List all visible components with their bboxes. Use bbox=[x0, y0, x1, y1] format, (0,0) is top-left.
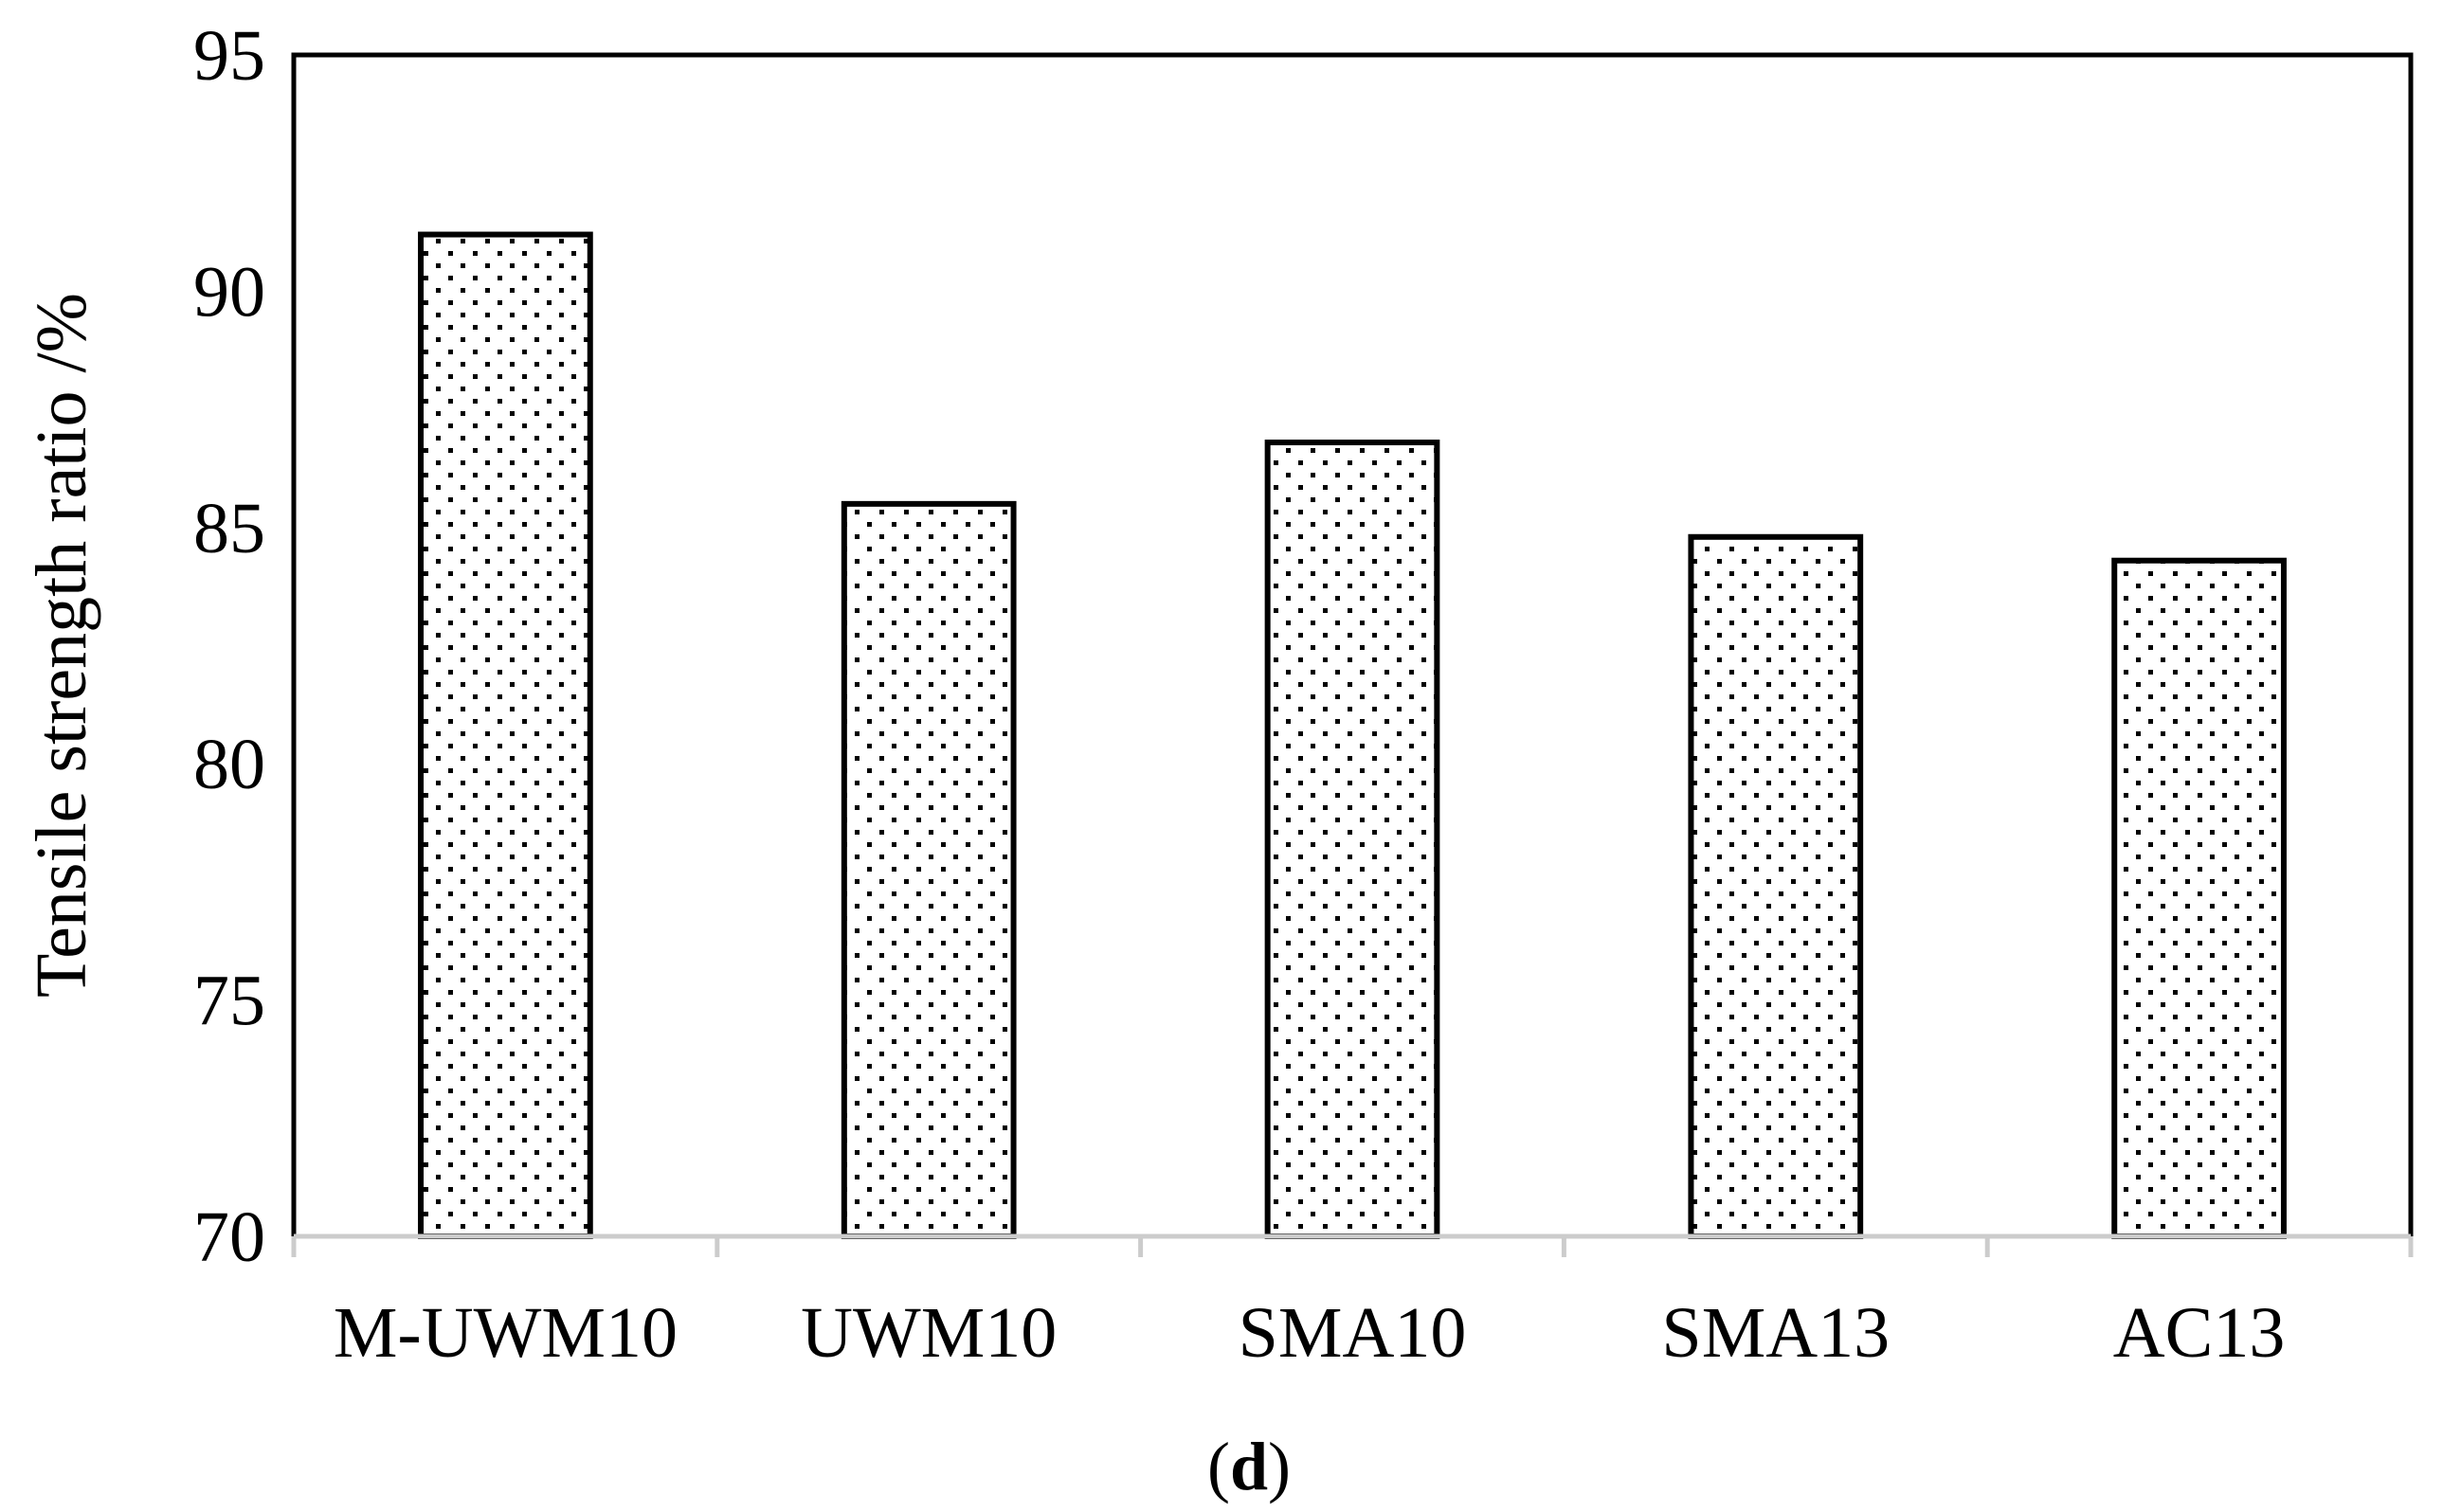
y-tick-label: 85 bbox=[193, 489, 265, 568]
caption-paren-close: ) bbox=[1268, 1429, 1291, 1504]
bars-group bbox=[418, 231, 2287, 1240]
caption-paren-open: ( bbox=[1207, 1429, 1230, 1504]
x-axis-category-labels: M-UWM10 UWM10 SMA10 SMA13 AC13 bbox=[334, 1293, 2286, 1373]
bar bbox=[1264, 440, 1440, 1239]
x-category-label: M-UWM10 bbox=[334, 1293, 678, 1373]
caption-letter: d bbox=[1230, 1429, 1268, 1504]
bar bbox=[841, 500, 1017, 1239]
y-tick-label: 90 bbox=[193, 252, 265, 332]
y-axis-tick-labels: 70 75 80 85 90 95 bbox=[193, 16, 265, 1277]
y-tick-label: 75 bbox=[193, 962, 265, 1041]
bar bbox=[418, 231, 593, 1240]
x-category-label: UWM10 bbox=[801, 1293, 1057, 1373]
bar bbox=[1688, 533, 1864, 1239]
y-tick-label: 80 bbox=[193, 725, 265, 804]
x-category-label: SMA13 bbox=[1661, 1293, 1890, 1373]
y-tick-label: 70 bbox=[193, 1197, 265, 1277]
y-tick-label: 95 bbox=[193, 16, 265, 96]
figure-caption: (d) bbox=[1207, 1429, 1291, 1504]
x-category-label: SMA10 bbox=[1239, 1293, 1467, 1373]
y-axis-title: Tensile strength ratio /% bbox=[22, 293, 101, 998]
x-axis-ticks bbox=[291, 1236, 2414, 1257]
x-category-label: AC13 bbox=[2113, 1293, 2286, 1373]
bar bbox=[2111, 557, 2287, 1239]
